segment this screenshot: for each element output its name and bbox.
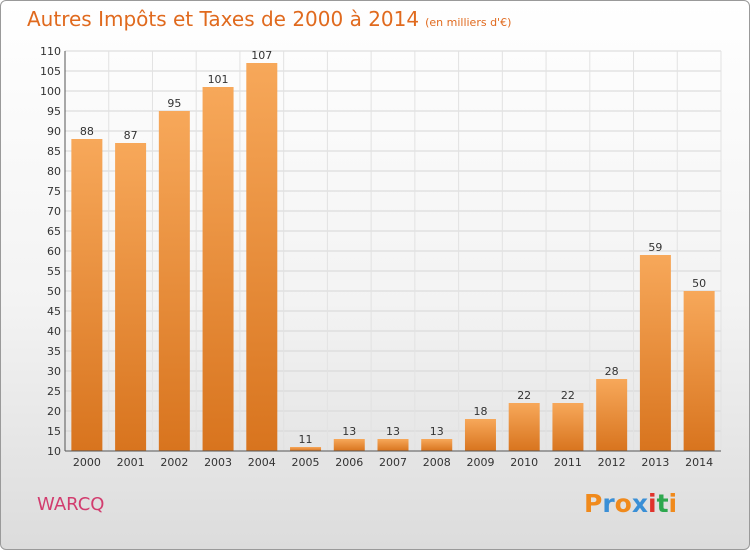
logo-letter: o [614,489,632,518]
bar-2014 [683,291,715,451]
value-label: 22 [561,389,575,402]
x-tick-label: 2000 [73,456,101,469]
bars [71,63,715,451]
value-label: 13 [386,425,400,438]
x-tick-label: 2003 [204,456,232,469]
value-label: 50 [692,277,706,290]
y-tick-label: 105 [40,65,61,78]
bar-2000 [71,139,103,451]
bar-2002 [158,111,190,451]
y-tick-label: 80 [47,165,61,178]
bar-2012 [596,379,628,451]
x-tick-label: 2004 [248,456,276,469]
commune-name: WARCQ [37,494,105,515]
x-tick-label: 2013 [641,456,669,469]
logo-letter: i [668,489,678,518]
value-label: 18 [473,405,487,418]
proxiti-logo: Proxiti [584,489,677,518]
x-tick-label: 2008 [423,456,451,469]
x-tick-label: 2001 [117,456,145,469]
bar-2009 [464,419,496,451]
y-tick-label: 10 [47,445,61,458]
bar-2013 [639,255,671,451]
y-tick-label: 40 [47,325,61,338]
y-tick-label: 60 [47,245,61,258]
y-tick-label: 45 [47,305,61,318]
value-label: 95 [167,97,181,110]
y-tick-label: 20 [47,405,61,418]
value-label: 13 [342,425,356,438]
bar-2004 [246,63,278,451]
bar-2008 [421,439,453,451]
x-tick-label: 2014 [685,456,713,469]
bar-2001 [115,143,147,451]
value-labels: 88 87 95 101 107 11 13 13 13 18 22 22 28 59 50 [80,49,706,446]
x-tick-label: 2012 [598,456,626,469]
bar-2005 [290,447,322,451]
x-tick-label: 2011 [554,456,582,469]
y-tick-label: 65 [47,225,61,238]
y-tick-label: 90 [47,125,61,138]
logo-letter: i [648,489,657,518]
x-tick-label: 2002 [160,456,188,469]
y-tick-label: 50 [47,285,61,298]
value-label: 28 [605,365,619,378]
bar-2011 [552,403,584,451]
bar-2003 [202,87,234,451]
value-label: 22 [517,389,531,402]
logo-letter: P [584,489,603,518]
y-tick-label: 75 [47,185,61,198]
logo-letter: t [656,489,669,518]
x-tick-label: 2006 [335,456,363,469]
y-tick-label: 25 [47,385,61,398]
value-label: 59 [648,241,662,254]
y-tick-label: 85 [47,145,61,158]
x-tick-label: 2007 [379,456,407,469]
value-label: 88 [80,125,94,138]
chart-subtitle: (en milliers d'€) [425,16,512,29]
axes: 10 15 20 25 30 35 40 45 50 55 60 65 70 75 80 85 90 95 100 1… [40,45,721,469]
y-tick-label: 15 [47,425,61,438]
y-tick-label: 55 [47,265,61,278]
value-label: 11 [299,433,313,446]
logo-letter: x [631,489,648,518]
y-tick-label: 35 [47,345,61,358]
y-tick-label: 70 [47,205,61,218]
y-tick-label: 30 [47,365,61,378]
value-label: 107 [251,49,272,62]
value-label: 87 [124,129,138,142]
y-tick-label: 100 [40,85,61,98]
x-tick-label: 2009 [466,456,494,469]
y-tick-label: 95 [47,105,61,118]
x-tick-label: 2005 [292,456,320,469]
bar-2010 [508,403,540,451]
bar-2007 [377,439,409,451]
value-label: 13 [430,425,444,438]
bar-2006 [333,439,365,451]
x-tick-label: 2010 [510,456,538,469]
y-tick-label: 110 [40,45,61,58]
chart-title: Autres Impôts et Taxes de 2000 à 2014 (en… [27,7,512,31]
logo-letter: r [602,489,615,518]
value-label: 101 [208,73,229,86]
